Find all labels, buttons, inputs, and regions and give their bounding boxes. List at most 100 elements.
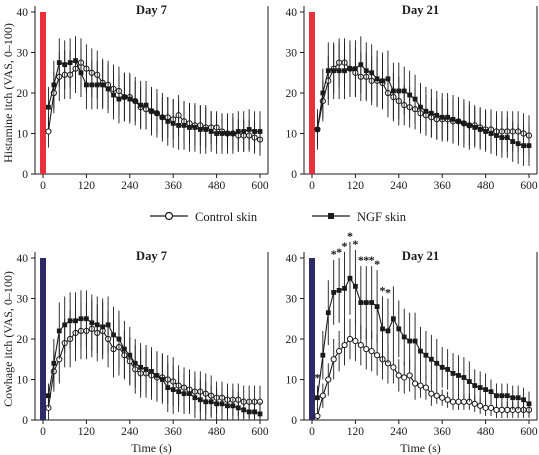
data-point-ngf (143, 366, 149, 372)
data-point-control (444, 396, 451, 403)
data-point-ngf (100, 324, 106, 330)
data-point-ngf (105, 322, 111, 328)
data-point-ngf (170, 120, 176, 126)
x-tick-label: 480 (477, 180, 495, 192)
data-point-ngf (51, 82, 57, 88)
significance-asterisk: * (352, 237, 358, 251)
data-point-ngf (363, 300, 369, 305)
data-point-control (487, 404, 495, 411)
data-point-ngf (257, 411, 263, 417)
data-point-ngf (380, 326, 385, 332)
legend-item-ngf: NGF skin (312, 210, 407, 224)
data-point-ngf (116, 336, 122, 342)
data-point-ngf (89, 320, 95, 326)
data-point-ngf (51, 360, 57, 366)
x-tick-label: 240 (121, 426, 139, 438)
data-point-ngf (374, 304, 380, 309)
data-point-control (406, 372, 413, 379)
data-point-ngf (477, 127, 483, 132)
data-point-ngf (187, 125, 192, 130)
data-point-ngf (510, 395, 516, 401)
series-control (45, 300, 264, 420)
data-point-ngf (203, 127, 209, 132)
significance-asterisk: * (385, 286, 391, 300)
data-point-ngf (176, 123, 182, 128)
data-point-ngf (84, 82, 89, 88)
data-point-ngf (73, 318, 78, 324)
data-point-ngf (331, 290, 337, 295)
data-point-ngf (353, 283, 358, 289)
series-control (314, 318, 533, 420)
data-point-control (482, 404, 489, 411)
y-tick-label: 0 (291, 415, 297, 427)
data-point-ngf (407, 338, 413, 344)
x-tick-label: 600 (251, 426, 269, 438)
data-point-ngf (510, 139, 516, 144)
legend-label-ngf: NGF skin (357, 210, 407, 224)
data-point-ngf (67, 318, 73, 324)
data-point-control (395, 372, 402, 379)
data-point-ngf (154, 373, 160, 378)
y-tick-label: 40 (286, 7, 298, 19)
data-point-control (363, 346, 370, 353)
data-point-control (319, 392, 326, 399)
chart-panel-4: 0 10 20 30 40 0 120 240 360 480 600 Day 21 Time (s) *… (286, 229, 538, 455)
y-tick-label: 30 (17, 294, 29, 306)
data-point-ngf (246, 127, 252, 132)
series-line-control (316, 62, 530, 137)
data-point-ngf (390, 88, 396, 94)
series-line-ngf (47, 318, 261, 415)
x-tick-label: 240 (390, 180, 408, 192)
data-point-ngf (325, 310, 331, 316)
data-point-ngf (396, 88, 402, 94)
data-point-ngf (138, 364, 144, 370)
data-point-ngf (385, 328, 391, 334)
significance-asterisk: * (347, 229, 353, 243)
data-point-ngf (159, 114, 165, 120)
data-point-ngf (363, 68, 369, 74)
y-axis-label: Cowhage itch (VAS, 0–100) (1, 271, 15, 407)
data-point-ngf (56, 328, 62, 334)
data-point-ngf (235, 405, 241, 411)
stimulus-bar (309, 12, 315, 174)
significance-asterisk: * (314, 371, 320, 385)
series-line-ngf (316, 63, 529, 147)
data-point-ngf (111, 92, 116, 98)
data-point-ngf (159, 377, 165, 382)
data-point-ngf (477, 385, 483, 390)
data-point-ngf (374, 76, 380, 82)
data-point-control (504, 406, 511, 413)
data-point-ngf (165, 118, 171, 124)
data-point-ngf (176, 389, 182, 395)
data-point-control (336, 348, 343, 355)
y-tick-label: 30 (286, 48, 298, 60)
data-point-ngf (358, 300, 364, 305)
data-point-control (314, 412, 321, 420)
data-point-ngf (347, 275, 353, 281)
data-point-ngf (369, 300, 375, 305)
x-tick-label: 240 (121, 180, 139, 192)
legend-marker-open-circle (164, 211, 174, 221)
data-point-ngf (504, 135, 510, 140)
data-point-control (390, 364, 397, 371)
data-point-control (422, 384, 430, 391)
data-point-ngf (401, 334, 407, 340)
legend-marker-filled-square (328, 213, 334, 219)
data-point-ngf (241, 129, 247, 134)
data-point-ngf (149, 108, 154, 114)
significance-asterisk: * (358, 253, 364, 267)
x-tick-label: 360 (434, 180, 452, 192)
data-point-control (401, 374, 408, 381)
data-point-ngf (331, 68, 337, 74)
stimulus-bar (40, 258, 46, 420)
data-point-ngf (320, 352, 326, 358)
x-axis-label: Time (s) (400, 441, 441, 455)
data-point-ngf (434, 360, 440, 366)
series-ngf (315, 241, 532, 416)
data-point-control (368, 348, 375, 355)
data-point-ngf (494, 133, 499, 138)
data-point-ngf (105, 86, 111, 92)
data-point-control (449, 398, 457, 405)
data-point-ngf (325, 68, 331, 74)
